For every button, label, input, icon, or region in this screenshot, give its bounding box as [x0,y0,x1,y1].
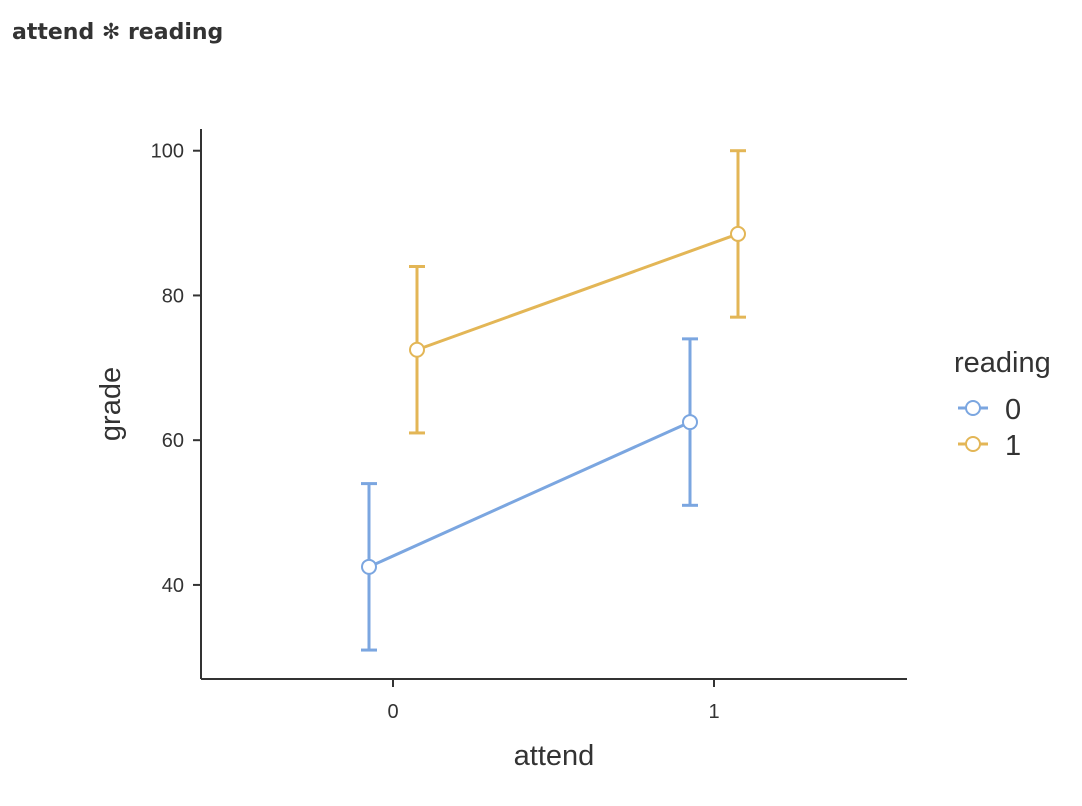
x-tick-label: 0 [387,701,398,723]
x-tick-label: 1 [708,701,719,723]
legend-title: reading [954,347,1051,379]
series-0 [361,337,698,652]
legend-marker [965,400,981,416]
legend-label: 1 [1005,430,1021,462]
page-title: attend ✻ reading [12,20,224,45]
series-1 [409,149,746,435]
data-point [730,225,746,242]
y-tick-label: 60 [162,430,184,452]
legend: reading 0 1 [954,347,1051,462]
series-line [416,232,739,352]
y-tick-label: 80 [162,285,184,307]
data-point [682,414,698,431]
data-point [361,558,377,575]
series-line [368,420,691,569]
series-layer [361,149,746,652]
legend-item-1: 1 [958,430,1021,462]
axes [200,129,907,680]
legend-label: 0 [1005,394,1021,426]
legend-marker [965,436,981,452]
legend-item-0: 0 [958,394,1021,426]
y-ticks: 40 60 80 100 [151,141,201,597]
y-tick-label: 100 [151,141,184,163]
x-axis-title: attend [514,740,595,772]
y-tick-label: 40 [162,575,184,597]
y-axis-title: grade [95,367,127,441]
data-point [409,341,425,358]
